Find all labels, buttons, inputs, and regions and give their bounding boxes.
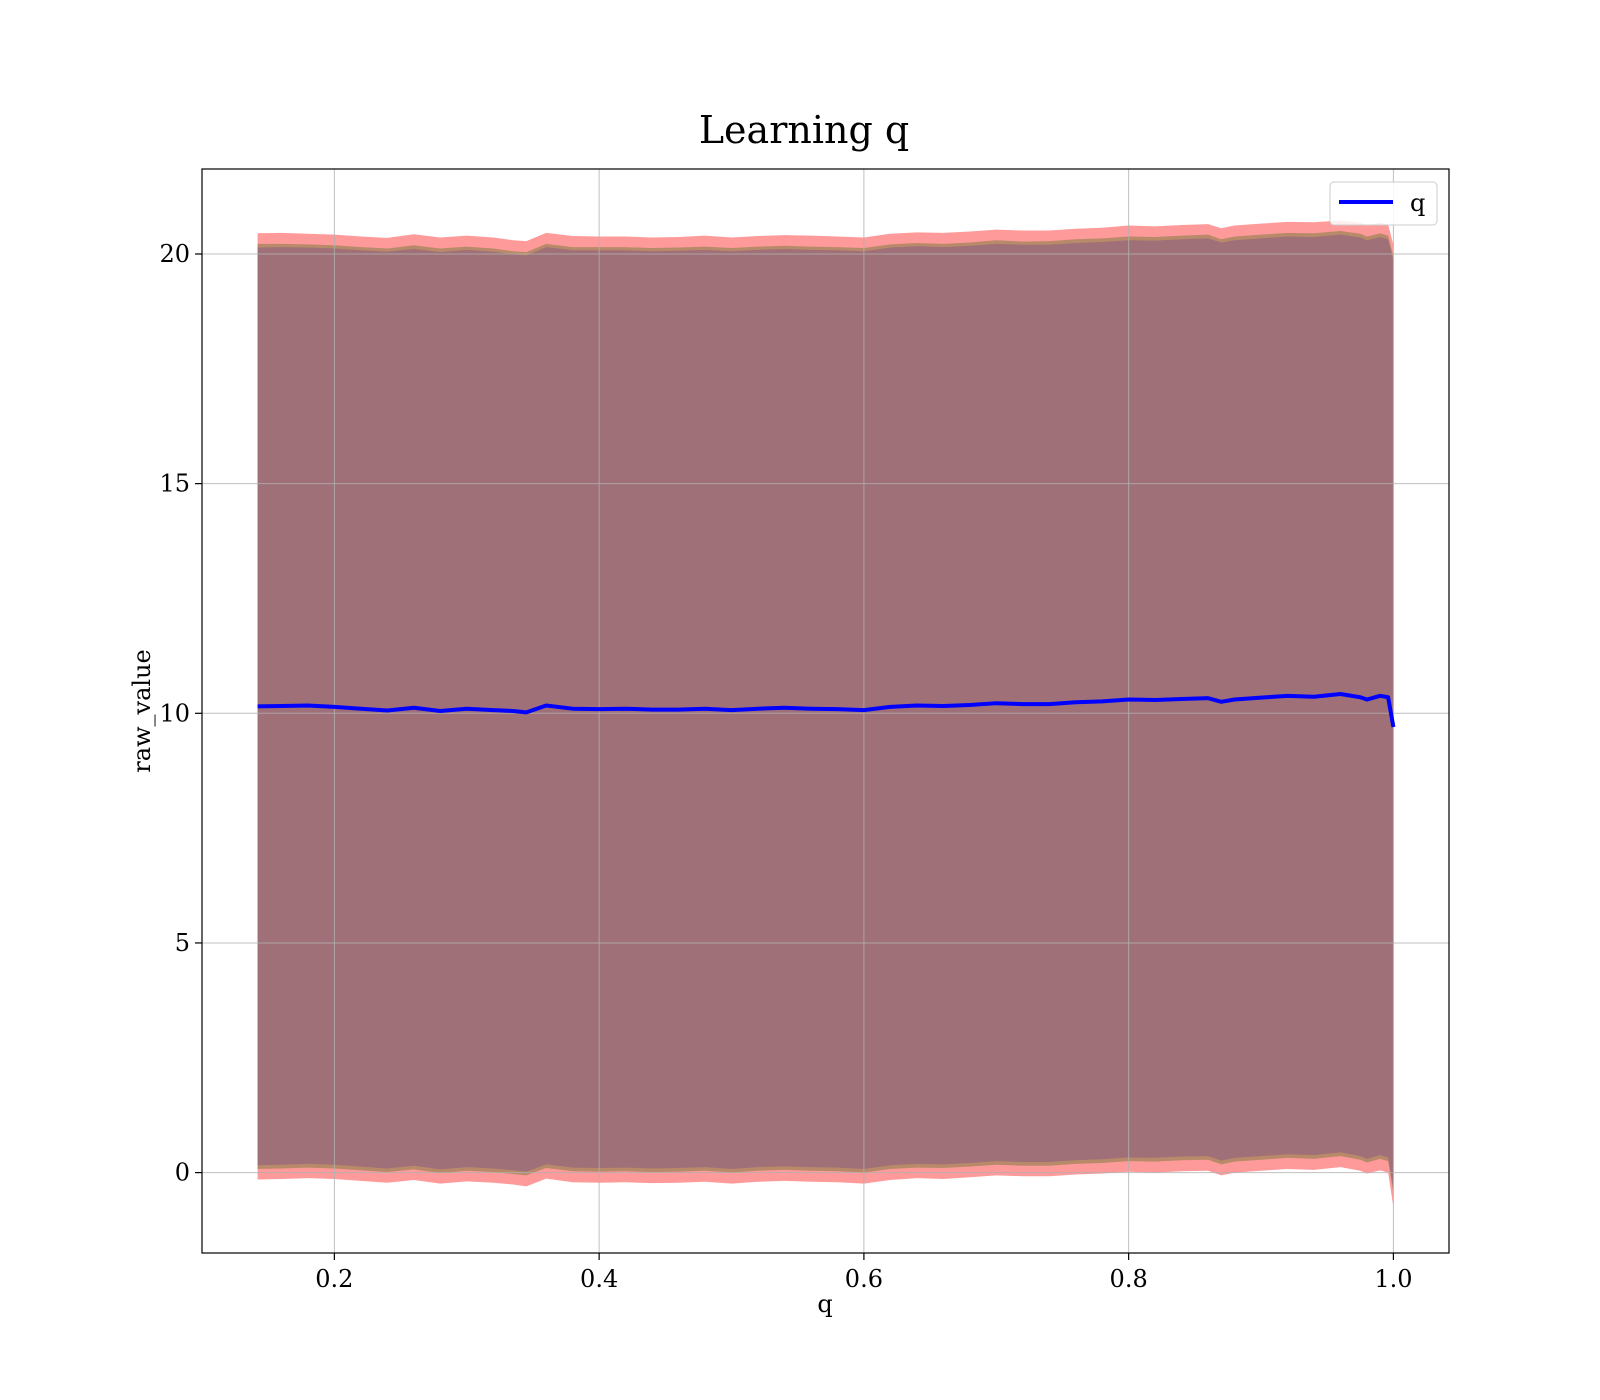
grid-lines bbox=[202, 169, 1449, 1253]
x-axis-label: q bbox=[817, 1290, 832, 1318]
x-tick-label: 0.8 bbox=[1110, 1265, 1148, 1293]
y-tick-label: 5 bbox=[175, 929, 190, 957]
series-line-q bbox=[257, 692, 1396, 728]
y-tick-label: 20 bbox=[159, 240, 190, 268]
x-tick-label: 1.0 bbox=[1374, 1265, 1412, 1293]
chart-title: Learning q bbox=[699, 108, 909, 152]
x-tick-label: 0.4 bbox=[580, 1265, 618, 1293]
x-axis-ticks: 0.2 0.4 0.6 0.8 1.0 bbox=[315, 1253, 1412, 1293]
legend-label-q: q bbox=[1410, 189, 1425, 217]
x-tick-label: 0.6 bbox=[845, 1265, 883, 1293]
y-tick-label: 0 bbox=[175, 1159, 190, 1187]
band-inner bbox=[257, 234, 1394, 1189]
x-tick-label: 0.2 bbox=[315, 1265, 353, 1293]
y-tick-label: 15 bbox=[159, 470, 190, 498]
y-axis-ticks: 0 5 10 15 20 bbox=[159, 240, 202, 1187]
series-lines bbox=[257, 692, 1396, 728]
confidence-bands bbox=[257, 220, 1394, 1208]
legend: q bbox=[1329, 181, 1438, 226]
y-tick-label: 10 bbox=[159, 699, 190, 727]
y-axis-label: raw_value bbox=[128, 649, 156, 773]
plot-frame bbox=[201, 168, 1450, 1254]
